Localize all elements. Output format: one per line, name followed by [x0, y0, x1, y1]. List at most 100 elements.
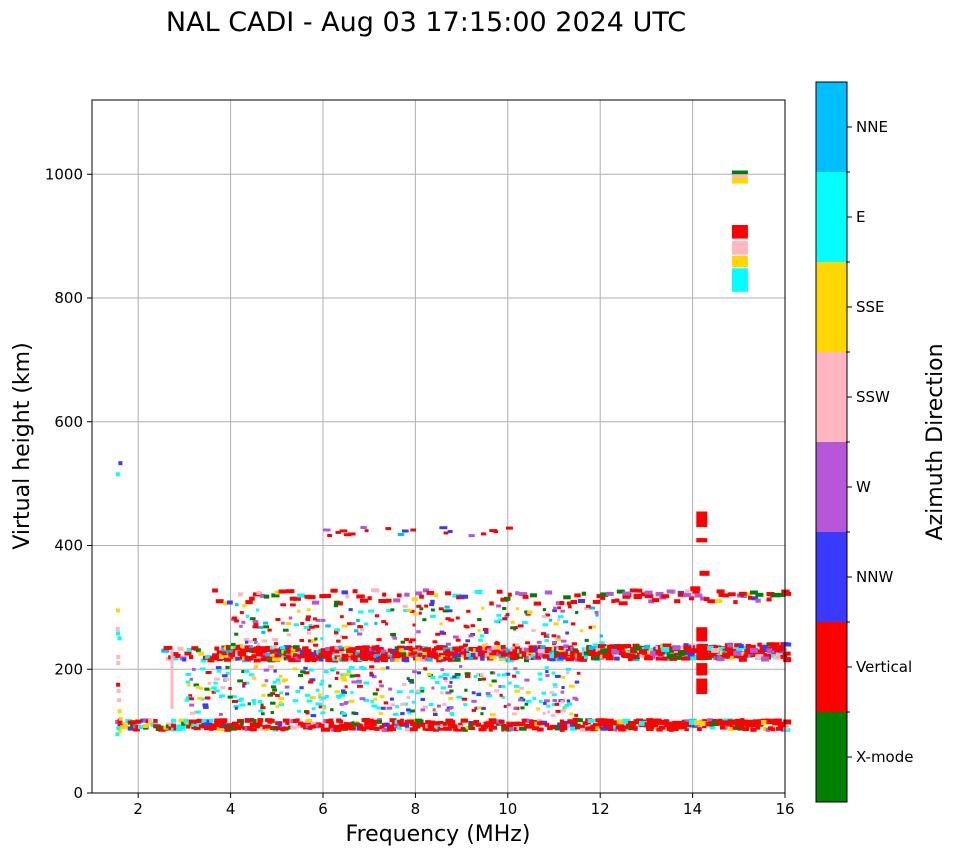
data-point: [616, 589, 625, 594]
data-point: [718, 646, 725, 651]
data-point: [517, 624, 524, 628]
data-point: [408, 640, 413, 644]
data-point: [372, 675, 377, 679]
data-point: [490, 671, 494, 675]
data-point: [435, 632, 441, 636]
data-point: [425, 724, 430, 729]
data-point: [433, 593, 439, 598]
data-point: [498, 719, 505, 724]
data-point: [783, 657, 792, 663]
data-point: [252, 620, 259, 624]
data-point: [311, 707, 316, 711]
data-point: [688, 596, 694, 601]
data-point: [731, 241, 748, 255]
data-point: [214, 646, 220, 651]
data-point: [357, 645, 367, 650]
data-point: [561, 675, 566, 679]
data-point: [539, 700, 543, 703]
data-point: [403, 609, 409, 612]
data-point: [666, 721, 675, 727]
data-point: [436, 658, 443, 663]
data-point: [578, 599, 585, 603]
data-point: [731, 255, 748, 267]
data-point: [394, 720, 400, 724]
data-point: [460, 727, 465, 731]
data-point: [589, 606, 595, 610]
data-point: [777, 646, 786, 652]
data-point: [476, 693, 482, 697]
data-point: [172, 656, 179, 661]
data-point: [768, 726, 774, 731]
data-point: [201, 719, 209, 723]
colorbar-label: W: [856, 478, 871, 496]
data-point: [307, 631, 311, 635]
colorbar-segment: [816, 712, 847, 802]
data-point: [772, 592, 781, 597]
data-point: [437, 726, 445, 731]
data-point: [783, 591, 792, 596]
data-point: [473, 655, 478, 660]
data-point: [515, 643, 519, 647]
colorbar-label: SSW: [856, 388, 890, 406]
data-point: [168, 723, 174, 728]
data-point: [519, 696, 524, 700]
data-point: [651, 598, 660, 603]
data-point: [305, 615, 311, 619]
data-point: [541, 632, 547, 636]
data-point: [218, 712, 223, 716]
data-point: [328, 721, 335, 726]
data-point: [269, 649, 276, 654]
x-tick-label: 10: [498, 800, 517, 818]
data-point: [404, 727, 412, 732]
data-point: [519, 721, 526, 726]
data-point: [439, 630, 445, 634]
data-point: [648, 725, 654, 730]
data-point: [696, 627, 708, 642]
data-point: [409, 609, 415, 613]
data-point: [593, 656, 600, 660]
data-point: [392, 636, 398, 640]
data-point: [222, 674, 228, 678]
data-point: [705, 721, 714, 727]
data-point: [195, 710, 201, 714]
data-point: [651, 647, 656, 652]
data-point: [748, 595, 753, 600]
data-point: [406, 677, 410, 681]
data-point: [539, 720, 544, 725]
data-point: [439, 526, 448, 530]
y-tick-label: 1000: [45, 165, 83, 183]
data-point: [295, 689, 301, 693]
data-point: [518, 592, 528, 597]
data-point: [339, 647, 348, 652]
data-point: [773, 648, 779, 653]
data-point: [509, 727, 514, 732]
data-point: [115, 627, 120, 631]
data-point: [560, 651, 566, 656]
data-point: [696, 538, 708, 543]
data-point: [293, 645, 300, 650]
data-point: [256, 645, 261, 650]
data-point: [260, 593, 265, 598]
data-point: [440, 686, 447, 690]
data-point: [587, 719, 595, 723]
data-point: [639, 654, 647, 658]
data-point: [235, 647, 242, 652]
data-point: [588, 646, 598, 650]
data-point: [171, 718, 177, 723]
data-point: [117, 709, 122, 714]
data-point: [348, 666, 355, 670]
data-point: [395, 705, 399, 709]
data-point: [265, 652, 272, 657]
data-point: [253, 640, 258, 644]
data-point: [514, 689, 520, 693]
data-point: [116, 726, 121, 730]
data-point: [239, 611, 244, 615]
data-point: [611, 599, 616, 604]
data-point: [592, 625, 596, 629]
data-point: [568, 684, 575, 688]
data-point: [420, 697, 426, 701]
data-point: [430, 614, 436, 618]
data-point: [485, 692, 491, 695]
data-point: [258, 646, 267, 651]
data-point: [559, 727, 565, 732]
